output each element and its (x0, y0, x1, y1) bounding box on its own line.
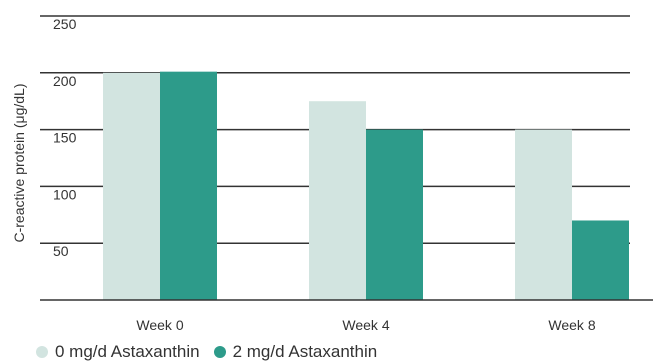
legend-label-series-1: 2 mg/d Astaxanthin (232, 342, 378, 361)
y-tick-label-150: 150 (53, 130, 77, 146)
y-tick-label-250: 250 (53, 16, 77, 32)
legend-swatch-series-0 (36, 346, 48, 358)
x-tick-label-week-4: Week 4 (342, 317, 389, 333)
bar-week-0-series-0 (103, 72, 160, 300)
bar-week-4-series-0 (309, 101, 366, 300)
y-tick-label-100: 100 (53, 186, 77, 202)
bar-week-4-series-1 (366, 129, 423, 300)
bars (103, 71, 629, 300)
x-tick-label-week-0: Week 0 (136, 317, 183, 333)
bar-week-0-series-1 (160, 71, 217, 300)
legend-item-series-0: 0 mg/d Astaxanthin (36, 342, 200, 362)
legend-swatch-series-1 (213, 346, 226, 358)
y-tick-label-50: 50 (53, 243, 69, 259)
x-tick-label-week-8: Week 8 (548, 317, 595, 333)
tick-labels: 50 100 150 200 250 Week 0 Week 4 Week 8 (53, 16, 596, 333)
bar-week-8-series-1 (572, 220, 629, 300)
y-axis-title: C-reactive protein (μg/dL) (11, 83, 27, 242)
y-tick-label-200: 200 (53, 73, 77, 89)
legend-label-series-0: 0 mg/d Astaxanthin (55, 342, 200, 361)
bar-week-8-series-0 (515, 129, 572, 300)
legend: 0 mg/d Astaxanthin 2 mg/d Astaxanthin (36, 342, 391, 362)
legend-item-series-1: 2 mg/d Astaxanthin (213, 342, 378, 362)
